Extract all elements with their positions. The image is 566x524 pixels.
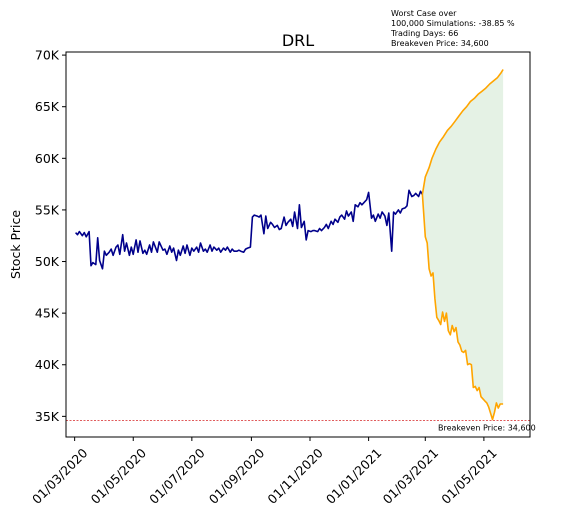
y-axis-ticks: 35K 40K 45K 50K 55K 60K 65K 70K bbox=[35, 48, 66, 424]
x-tick-label: 01/03/2021 bbox=[380, 445, 442, 507]
plot-area-frame bbox=[65, 51, 531, 438]
y-tick-label: 50K bbox=[35, 254, 60, 269]
annotation-line: Trading Days: 66 bbox=[390, 29, 458, 38]
y-tick-label: 60K bbox=[35, 151, 60, 166]
series-line-0 bbox=[75, 189, 424, 270]
annotation-line: Breakeven Price: 34,600 bbox=[391, 39, 489, 48]
series-group bbox=[75, 69, 504, 421]
annotation-line: 100,000 Simulations: -38.85 % bbox=[391, 19, 515, 28]
series-line-1 bbox=[421, 69, 504, 195]
y-tick-label: 70K bbox=[35, 48, 60, 63]
x-tick-label: 01/03/2020 bbox=[29, 445, 91, 507]
x-tick-label: 01/01/2021 bbox=[323, 445, 385, 507]
x-tick-label: 01/11/2020 bbox=[264, 445, 326, 507]
y-axis-label: Stock Price bbox=[8, 210, 23, 279]
band-area bbox=[422, 69, 504, 420]
simulation-range-band bbox=[422, 69, 504, 420]
y-tick-label: 40K bbox=[35, 357, 60, 372]
breakeven-label: Breakeven Price: 34,600 bbox=[438, 423, 536, 432]
y-tick-label: 65K bbox=[35, 99, 60, 114]
x-tick-label: 01/05/2020 bbox=[88, 445, 150, 507]
y-tick-label: 35K bbox=[35, 409, 60, 424]
y-tick-label: 55K bbox=[35, 202, 60, 217]
x-tick-label: 01/05/2021 bbox=[438, 445, 500, 507]
x-tick-label: 01/09/2020 bbox=[206, 445, 268, 507]
chart-title: DRL bbox=[282, 31, 314, 50]
y-tick-label: 45K bbox=[35, 306, 60, 321]
axes bbox=[65, 51, 531, 438]
x-tick-label: 01/07/2020 bbox=[146, 445, 208, 507]
x-axis-ticks: 01/03/202001/05/202001/07/202001/09/2020… bbox=[29, 437, 500, 507]
series-line-2 bbox=[421, 194, 504, 421]
annotation-line: Worst Case over bbox=[391, 9, 457, 18]
